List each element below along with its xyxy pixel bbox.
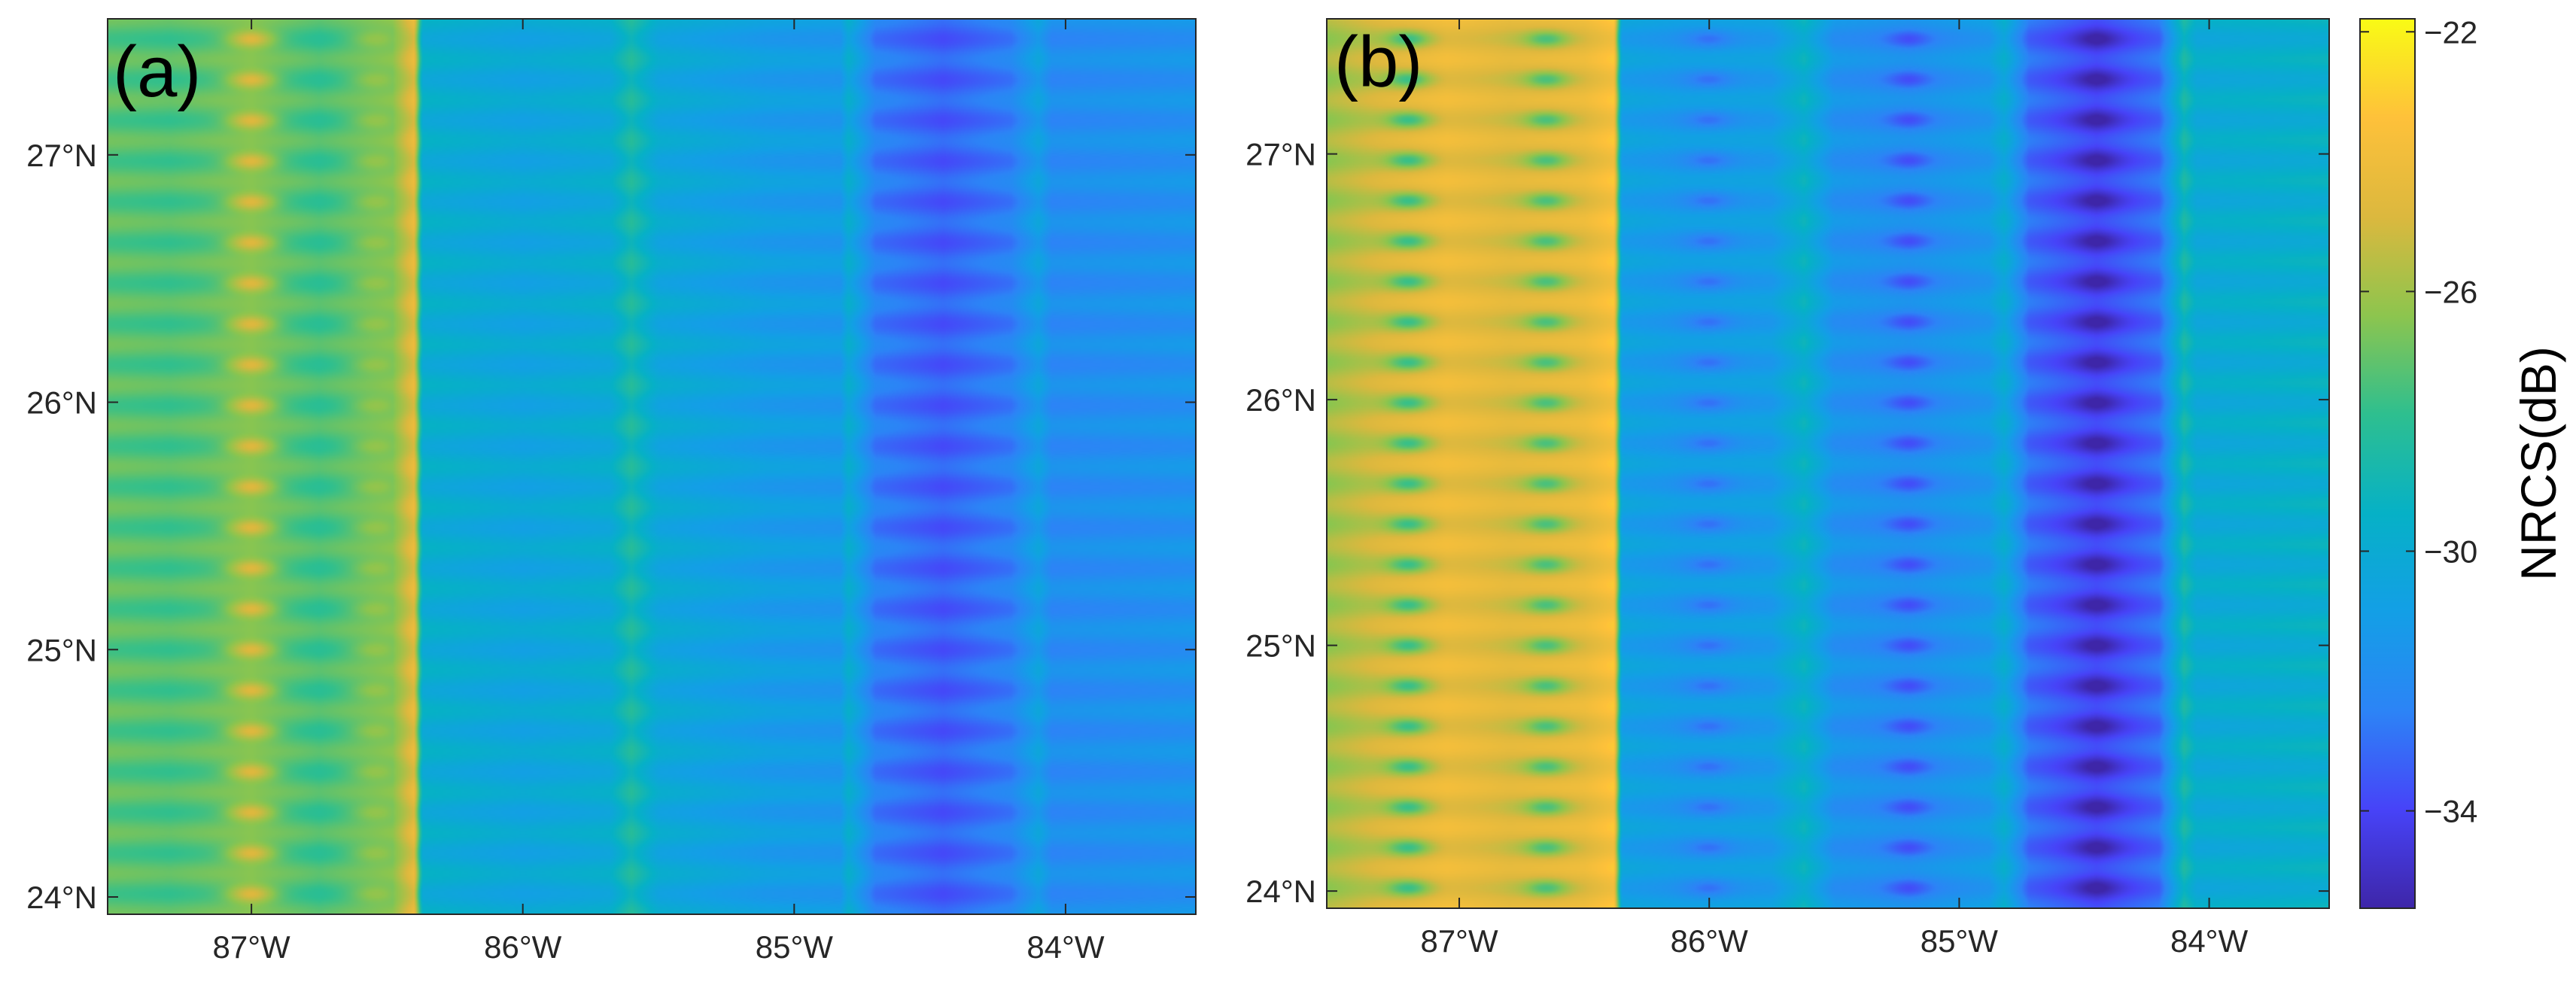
panel-a-heatmap: [108, 19, 1196, 914]
panel-a-x-ticks: 87°W 86°W 85°W 84°W: [213, 19, 1105, 965]
y-tick-label: 26°N: [26, 385, 97, 421]
y-tick-label: 27°N: [26, 138, 97, 173]
panel-b-y-ticks: 24°N 25°N 26°N 27°N: [1245, 137, 2329, 909]
y-tick-label: 24°N: [26, 880, 97, 915]
x-tick-label: 86°W: [1671, 923, 1749, 959]
panel-a-label: (a): [113, 32, 201, 112]
panel-b-label: (b): [1334, 22, 1422, 102]
y-tick-label: 27°N: [1245, 137, 1316, 172]
y-tick-label: 25°N: [1245, 628, 1316, 664]
y-tick-label: 26°N: [1245, 382, 1316, 418]
x-tick-label: 84°W: [2170, 923, 2249, 959]
panel-b-frame: [1326, 18, 2330, 909]
panel-a-y-ticks: 24°N 25°N 26°N 27°N: [26, 138, 1196, 915]
colorbar-title: NRCS(dB): [2511, 346, 2566, 581]
colorbar-tick-label: −22: [2424, 14, 2477, 50]
y-tick-label: 24°N: [1245, 874, 1316, 909]
x-tick-label: 87°W: [1420, 923, 1498, 959]
colorbar-ticks: −22 −26 −30 −34: [2360, 14, 2477, 829]
panel-b-x-ticks: 87°W 86°W 85°W 84°W: [1420, 19, 2248, 959]
colorbar-tick-label: −26: [2424, 274, 2477, 309]
panel-a: 87°W 86°W 85°W 84°W 24°N 25°N 26°N 27°N (a): [26, 18, 1197, 965]
colorbar-tick-label: −30: [2424, 534, 2477, 569]
x-tick-label: 87°W: [213, 929, 291, 965]
colorbar-ramp: [2359, 18, 2416, 909]
y-tick-label: 25°N: [26, 632, 97, 667]
x-tick-label: 86°W: [484, 929, 562, 965]
colorbar-tick-label: −34: [2424, 794, 2477, 829]
panel-b: 87°W 86°W 85°W 84°W 24°N 25°N 26°N 27°N (b): [1245, 18, 2330, 959]
x-tick-label: 84°W: [1026, 929, 1105, 965]
x-tick-label: 85°W: [1921, 923, 1999, 959]
panel-b-heatmap: [1327, 19, 2329, 908]
colorbar: −22 −26 −30 −34 NRCS(dB): [2359, 14, 2566, 909]
panel-a-frame: [107, 18, 1197, 915]
x-tick-label: 85°W: [756, 929, 834, 965]
